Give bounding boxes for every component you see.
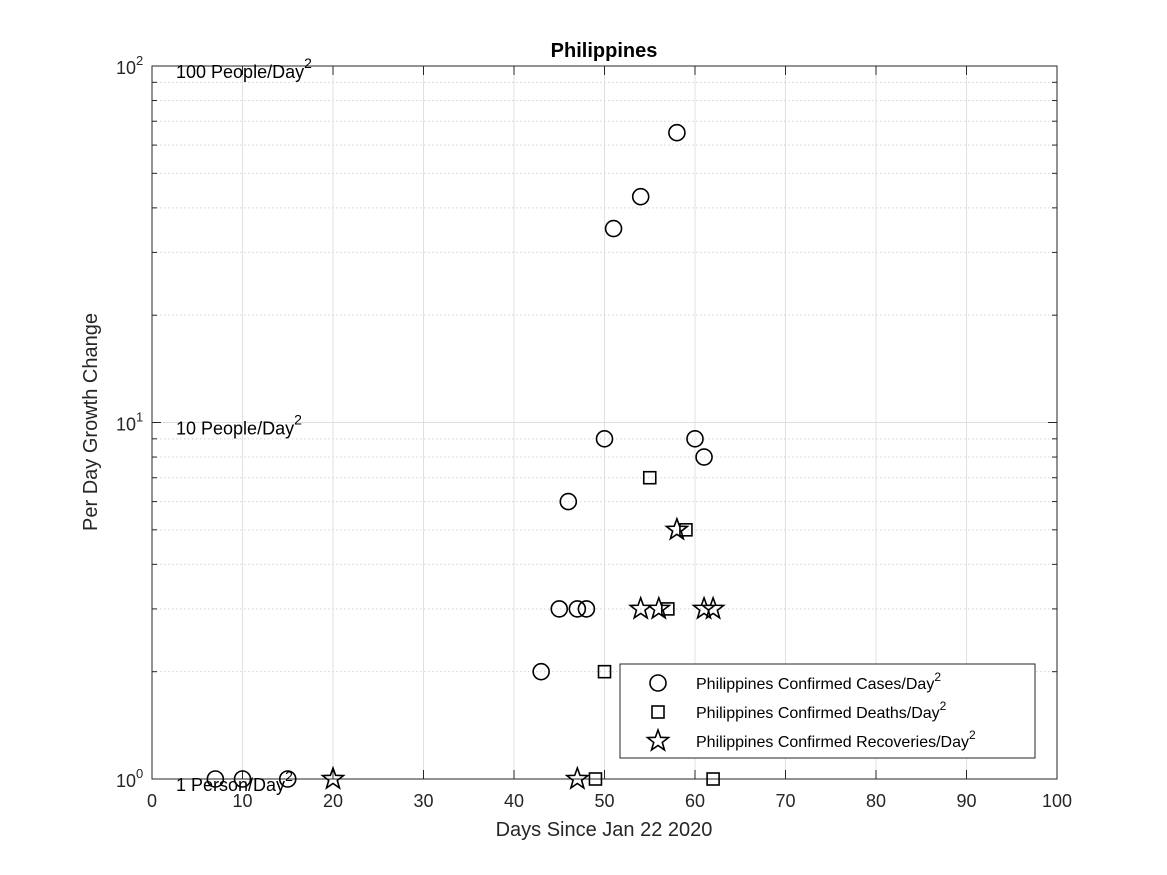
x-tick-labels: 0 10 20 30 40 50 60 70 80 90 100 bbox=[147, 791, 1072, 811]
x-tick-label: 40 bbox=[504, 791, 524, 811]
star-point bbox=[691, 595, 717, 620]
square-point bbox=[706, 772, 720, 786]
decade-annotation: 10 People/Day2 bbox=[176, 412, 302, 439]
star-point bbox=[700, 595, 726, 620]
legend-star-icon bbox=[645, 727, 671, 752]
x-tick-label: 100 bbox=[1042, 791, 1072, 811]
y-axis-label: Per Day Growth Change bbox=[80, 313, 102, 531]
x-tick-label: 0 bbox=[147, 791, 157, 811]
circle-point bbox=[668, 123, 686, 142]
series-star bbox=[320, 516, 726, 790]
star-point bbox=[564, 765, 591, 790]
x-tick-label: 30 bbox=[413, 791, 433, 811]
x-axis-label: Days Since Jan 22 2020 bbox=[496, 819, 713, 841]
circle-point bbox=[695, 448, 713, 466]
circle-point bbox=[278, 770, 297, 788]
star-point bbox=[627, 595, 654, 620]
axis-ticks bbox=[151, 65, 1058, 780]
annotation-exponent: 2 bbox=[294, 412, 302, 428]
circle-point bbox=[233, 770, 252, 788]
y-tick-exponent: 2 bbox=[136, 53, 143, 68]
circle-point bbox=[206, 770, 225, 788]
square-point bbox=[679, 523, 693, 537]
y-tick-exponent: 0 bbox=[136, 766, 143, 781]
legend: Philippines Confirmed Cases/Day2 Philippi… bbox=[619, 663, 1036, 759]
square-point bbox=[642, 470, 657, 485]
legend-item: Philippines Confirmed Cases/Day2 bbox=[649, 670, 941, 693]
x-tick-label: 10 bbox=[232, 791, 252, 811]
x-tick-label: 50 bbox=[594, 791, 614, 811]
x-tick-label: 90 bbox=[956, 791, 976, 811]
series-square bbox=[588, 470, 720, 786]
legend-circle-icon bbox=[649, 674, 667, 692]
legend-item: Philippines Confirmed Recoveries/Day2 bbox=[645, 727, 976, 752]
legend-box bbox=[619, 663, 1036, 759]
square-point bbox=[588, 772, 603, 786]
series-circle bbox=[206, 123, 713, 788]
grid bbox=[152, 66, 1057, 779]
circle-point bbox=[532, 662, 550, 681]
square-point bbox=[597, 664, 612, 679]
circle-point bbox=[686, 430, 704, 448]
legend-square-icon bbox=[651, 705, 665, 719]
star-point bbox=[664, 516, 690, 541]
legend-exponent: 2 bbox=[934, 670, 941, 684]
y-tick-label: 102 bbox=[116, 53, 143, 78]
star-point bbox=[320, 765, 346, 790]
circle-point bbox=[577, 600, 596, 618]
circle-point bbox=[604, 219, 623, 238]
circle-point bbox=[568, 600, 587, 618]
chart-title: Philippines bbox=[551, 40, 658, 62]
y-tick-label: 100 bbox=[116, 766, 143, 791]
x-tick-label: 60 bbox=[685, 791, 705, 811]
data-points bbox=[206, 123, 726, 790]
legend-item: Philippines Confirmed Deaths/Day2 bbox=[651, 699, 947, 722]
square-point bbox=[661, 602, 675, 616]
x-tick-label: 70 bbox=[775, 791, 795, 811]
x-tick-label: 80 bbox=[866, 791, 886, 811]
annotation-exponent: 2 bbox=[304, 55, 312, 71]
legend-exponent: 2 bbox=[940, 699, 947, 713]
legend-label: Philippines Confirmed Recoveries/Day2 bbox=[696, 728, 976, 751]
circle-point bbox=[631, 187, 650, 206]
y-tick-label: 101 bbox=[116, 410, 143, 435]
decade-annotation: 100 People/Day2 bbox=[176, 55, 312, 82]
circle-point bbox=[550, 600, 569, 618]
legend-label: Philippines Confirmed Deaths/Day2 bbox=[696, 699, 947, 722]
star-point bbox=[646, 595, 672, 620]
legend-label: Philippines Confirmed Cases/Day2 bbox=[696, 670, 941, 693]
legend-exponent: 2 bbox=[969, 728, 976, 742]
circle-point bbox=[595, 430, 614, 448]
y-tick-exponent: 1 bbox=[136, 410, 143, 425]
annotation-exponent: 2 bbox=[285, 768, 293, 784]
circle-point bbox=[559, 492, 578, 511]
x-tick-label: 20 bbox=[323, 791, 343, 811]
